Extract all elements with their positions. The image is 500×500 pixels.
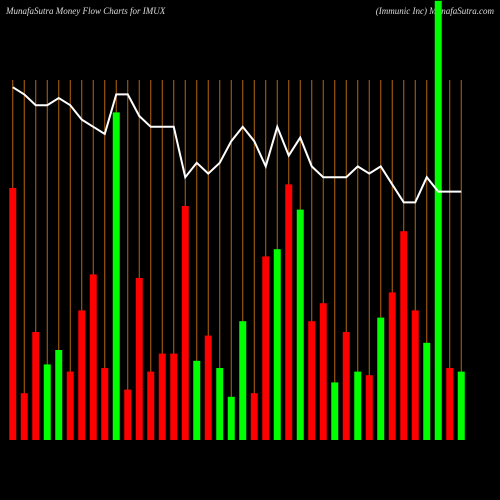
bar [239,321,247,440]
bar [411,310,419,440]
bar [204,335,212,440]
bar [43,364,51,440]
bar [147,371,155,440]
bar [181,206,189,440]
bar [354,371,362,440]
bar [262,256,270,440]
bar [457,371,465,440]
bar [377,317,385,440]
bar [308,321,316,440]
bar [331,382,339,440]
bar [296,209,304,440]
bar [400,231,408,440]
bar [423,342,431,440]
bar [55,350,63,440]
bar [434,0,442,441]
bar [9,188,17,440]
bar [342,332,350,440]
bar [66,371,74,440]
bar [285,184,293,440]
bar [365,375,373,440]
bar [32,332,40,440]
bar [124,389,132,440]
bar [135,278,143,440]
bar [20,393,28,440]
bar [112,112,120,441]
bar [250,393,258,440]
bar [89,274,97,440]
bar [193,360,201,440]
bar [227,396,235,440]
bar [170,353,178,440]
bar [388,292,396,440]
bar [273,249,281,440]
money-flow-line [12,86,462,204]
chart-title: MunafaSutra Money Flow Charts for IMUX [5,6,166,16]
bar [216,368,224,440]
bar [446,368,454,440]
bar [101,368,109,440]
bar [78,310,86,440]
bar [158,353,166,440]
bar [319,303,327,440]
